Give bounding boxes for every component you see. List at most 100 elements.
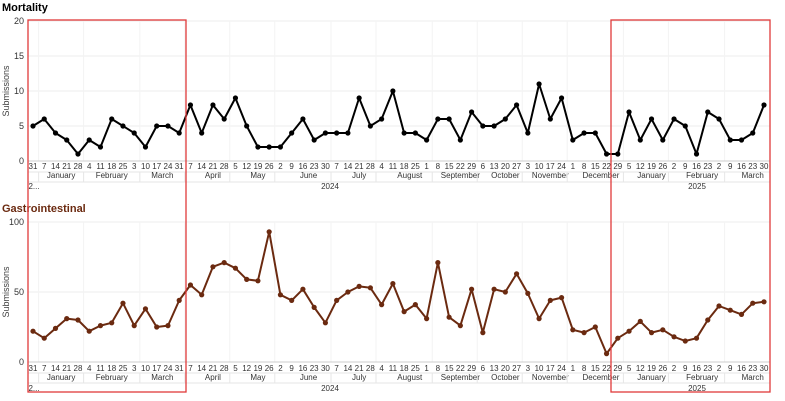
- data-point[interactable]: [30, 328, 36, 334]
- data-point[interactable]: [154, 123, 160, 129]
- data-point[interactable]: [671, 116, 677, 122]
- data-point[interactable]: [311, 137, 317, 143]
- data-point[interactable]: [356, 283, 362, 289]
- data-point[interactable]: [716, 303, 722, 309]
- data-point[interactable]: [558, 295, 565, 301]
- data-point[interactable]: [660, 327, 666, 333]
- data-point[interactable]: [97, 144, 104, 150]
- data-point[interactable]: [334, 297, 340, 303]
- data-point[interactable]: [525, 130, 531, 136]
- data-point[interactable]: [637, 318, 643, 324]
- data-point[interactable]: [86, 137, 92, 143]
- data-point[interactable]: [86, 328, 92, 334]
- data-point[interactable]: [255, 144, 261, 150]
- data-point[interactable]: [502, 116, 508, 122]
- data-point[interactable]: [412, 130, 418, 136]
- data-point[interactable]: [727, 137, 733, 143]
- data-point[interactable]: [435, 116, 441, 122]
- data-point[interactable]: [603, 351, 610, 357]
- data-point[interactable]: [536, 81, 542, 87]
- data-point[interactable]: [738, 137, 745, 143]
- data-point[interactable]: [300, 116, 306, 122]
- data-point[interactable]: [187, 102, 194, 108]
- data-point[interactable]: [334, 130, 340, 136]
- data-point[interactable]: [424, 137, 430, 143]
- data-point[interactable]: [210, 102, 216, 108]
- data-point[interactable]: [75, 317, 81, 323]
- data-point[interactable]: [52, 325, 59, 331]
- data-point[interactable]: [142, 306, 149, 312]
- data-point[interactable]: [592, 130, 598, 136]
- data-point[interactable]: [311, 304, 317, 310]
- data-point[interactable]: [30, 123, 36, 129]
- data-point[interactable]: [401, 130, 407, 136]
- data-point[interactable]: [120, 123, 126, 129]
- data-point[interactable]: [424, 316, 430, 322]
- data-point[interactable]: [615, 151, 621, 157]
- data-point[interactable]: [154, 324, 160, 330]
- data-point[interactable]: [435, 260, 441, 266]
- data-point[interactable]: [390, 88, 396, 94]
- data-point[interactable]: [480, 330, 486, 336]
- data-point[interactable]: [615, 335, 621, 341]
- data-point[interactable]: [457, 323, 463, 329]
- data-point[interactable]: [142, 144, 149, 150]
- data-point[interactable]: [221, 260, 227, 266]
- data-point[interactable]: [131, 323, 137, 329]
- data-point[interactable]: [469, 109, 475, 115]
- data-point[interactable]: [322, 320, 328, 326]
- data-point[interactable]: [637, 137, 643, 143]
- data-point[interactable]: [412, 302, 418, 308]
- data-point[interactable]: [581, 130, 587, 136]
- data-point[interactable]: [401, 309, 407, 315]
- data-point[interactable]: [469, 286, 475, 292]
- data-point[interactable]: [727, 307, 733, 313]
- data-point[interactable]: [705, 317, 711, 323]
- data-point[interactable]: [558, 95, 565, 101]
- data-point[interactable]: [502, 289, 508, 295]
- data-point[interactable]: [322, 130, 328, 136]
- data-point[interactable]: [277, 292, 284, 298]
- data-point[interactable]: [716, 116, 722, 122]
- data-point[interactable]: [244, 276, 250, 282]
- data-point[interactable]: [41, 335, 47, 341]
- data-point[interactable]: [289, 297, 295, 303]
- data-point[interactable]: [176, 297, 182, 303]
- data-point[interactable]: [513, 102, 520, 108]
- data-point[interactable]: [592, 324, 598, 330]
- data-point[interactable]: [75, 151, 81, 157]
- data-point[interactable]: [345, 130, 351, 136]
- data-point[interactable]: [176, 130, 182, 136]
- data-point[interactable]: [513, 271, 520, 277]
- data-point[interactable]: [255, 278, 261, 284]
- data-point[interactable]: [480, 123, 486, 129]
- data-point[interactable]: [446, 314, 452, 320]
- data-point[interactable]: [682, 123, 688, 129]
- data-point[interactable]: [266, 144, 272, 150]
- data-point[interactable]: [345, 289, 351, 295]
- data-point[interactable]: [648, 330, 655, 336]
- data-point[interactable]: [750, 130, 756, 136]
- data-point[interactable]: [120, 300, 126, 306]
- data-point[interactable]: [491, 123, 497, 129]
- data-point[interactable]: [761, 102, 767, 108]
- data-point[interactable]: [131, 130, 137, 136]
- data-point[interactable]: [109, 116, 115, 122]
- data-point[interactable]: [367, 123, 373, 129]
- data-point[interactable]: [109, 320, 115, 326]
- data-point[interactable]: [64, 316, 70, 322]
- data-point[interactable]: [390, 281, 396, 287]
- data-point[interactable]: [648, 116, 655, 122]
- data-point[interactable]: [682, 338, 688, 344]
- data-point[interactable]: [221, 116, 227, 122]
- data-point[interactable]: [199, 130, 205, 136]
- data-point[interactable]: [199, 292, 205, 298]
- data-point[interactable]: [761, 299, 767, 305]
- data-point[interactable]: [165, 323, 171, 329]
- data-point[interactable]: [379, 116, 385, 122]
- data-point[interactable]: [277, 144, 284, 150]
- data-point[interactable]: [626, 109, 632, 115]
- data-point[interactable]: [705, 109, 711, 115]
- data-point[interactable]: [750, 300, 756, 306]
- data-point[interactable]: [738, 311, 745, 317]
